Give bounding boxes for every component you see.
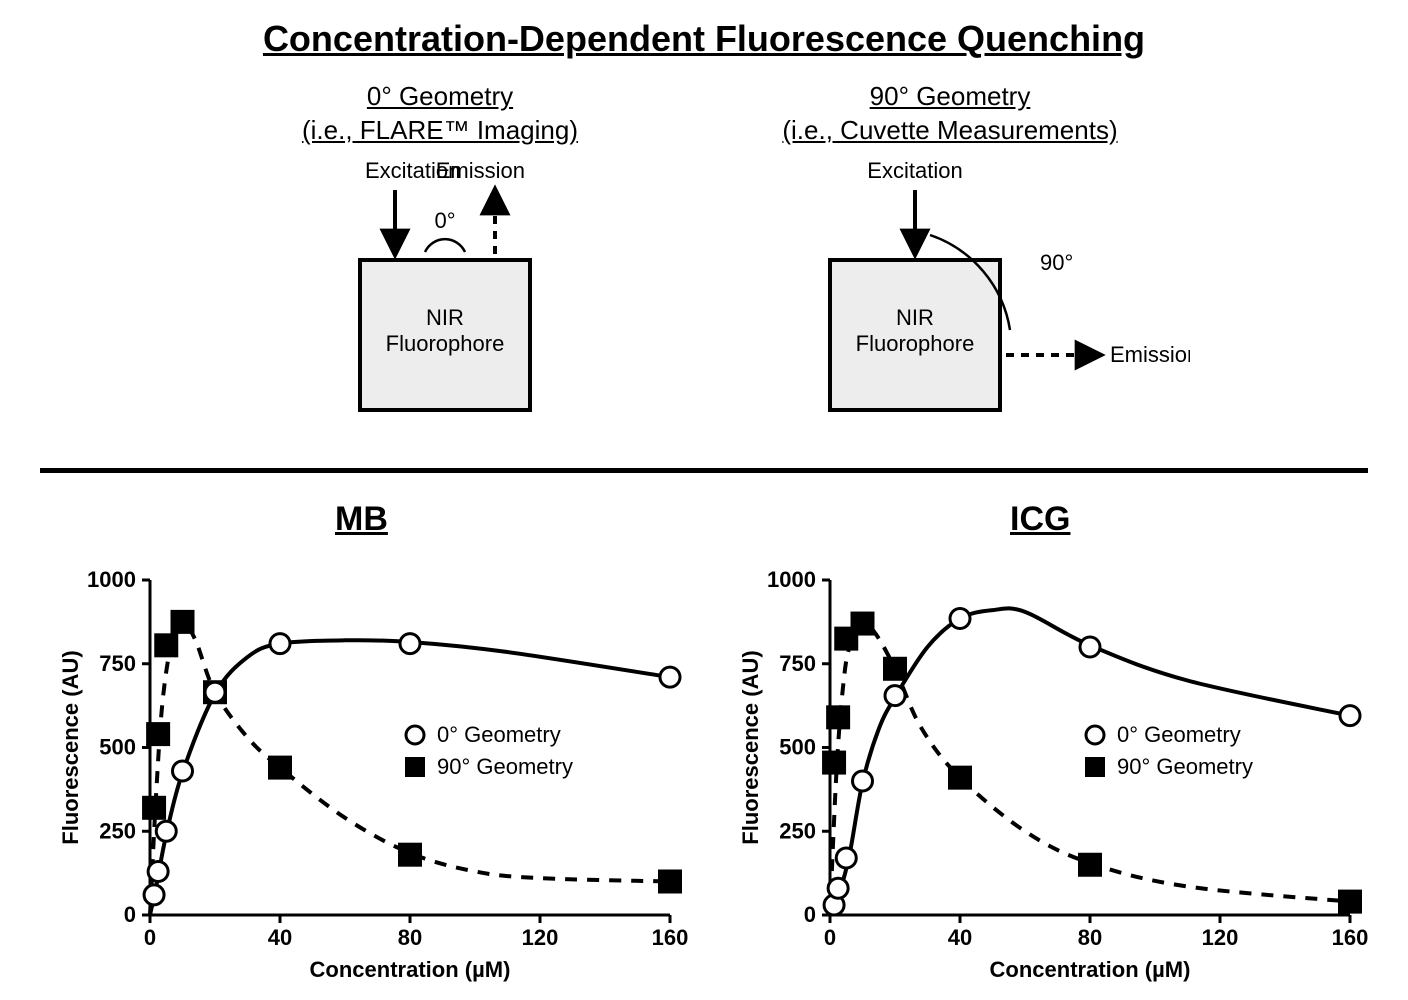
svg-text:750: 750 bbox=[99, 651, 136, 676]
chart-title-mb: MB bbox=[335, 500, 388, 539]
svg-text:Fluorescence (AU): Fluorescence (AU) bbox=[58, 650, 83, 844]
page-title: Concentration-Dependent Fluorescence Que… bbox=[0, 18, 1408, 60]
svg-text:1000: 1000 bbox=[87, 567, 136, 592]
diagram-90deg: NIRFluorophore Excitation Emission 90° bbox=[770, 150, 1190, 450]
subhead-90deg-line2: (i.e., Cuvette Measurements) bbox=[782, 115, 1117, 145]
svg-text:160: 160 bbox=[652, 925, 689, 950]
svg-text:750: 750 bbox=[779, 651, 816, 676]
svg-text:NIR: NIR bbox=[896, 305, 934, 330]
svg-text:80: 80 bbox=[398, 925, 422, 950]
svg-text:500: 500 bbox=[99, 735, 136, 760]
svg-text:0: 0 bbox=[144, 925, 156, 950]
svg-text:Emission: Emission bbox=[1110, 342, 1190, 367]
svg-text:90°: 90° bbox=[1040, 250, 1073, 275]
svg-text:120: 120 bbox=[1202, 925, 1239, 950]
chart-title-icg: ICG bbox=[1010, 500, 1070, 539]
svg-text:Concentration (µM): Concentration (µM) bbox=[990, 957, 1191, 982]
subhead-0deg-line1: 0° Geometry bbox=[367, 81, 513, 111]
svg-text:Fluorophore: Fluorophore bbox=[386, 331, 505, 356]
svg-text:0: 0 bbox=[124, 902, 136, 927]
svg-text:90° Geometry: 90° Geometry bbox=[1117, 754, 1253, 779]
subhead-0deg-line2: (i.e., FLARE™ Imaging) bbox=[302, 115, 578, 145]
svg-text:Excitation: Excitation bbox=[867, 158, 962, 183]
svg-text:250: 250 bbox=[779, 818, 816, 843]
svg-text:Concentration (µM): Concentration (µM) bbox=[310, 957, 511, 982]
subhead-0deg: 0° Geometry (i.e., FLARE™ Imaging) bbox=[260, 80, 620, 148]
svg-text:0°: 0° bbox=[434, 208, 455, 233]
svg-text:80: 80 bbox=[1078, 925, 1102, 950]
svg-text:NIR: NIR bbox=[426, 305, 464, 330]
svg-text:1000: 1000 bbox=[767, 567, 816, 592]
svg-text:0: 0 bbox=[824, 925, 836, 950]
subhead-90deg: 90° Geometry (i.e., Cuvette Measurements… bbox=[740, 80, 1160, 148]
chart-mb: 0 250 500 750 1000 0 40 80 120 160 Concentration (… bbox=[40, 560, 700, 990]
svg-text:0° Geometry: 0° Geometry bbox=[1117, 722, 1241, 747]
svg-text:250: 250 bbox=[99, 818, 136, 843]
svg-text:90° Geometry: 90° Geometry bbox=[437, 754, 573, 779]
svg-text:Fluorophore: Fluorophore bbox=[856, 331, 975, 356]
svg-text:40: 40 bbox=[268, 925, 292, 950]
svg-text:Fluorescence (AU): Fluorescence (AU) bbox=[738, 650, 763, 844]
subhead-90deg-line1: 90° Geometry bbox=[870, 81, 1031, 111]
chart-icg: 0 250 500 750 1000 0 40 80 120 160 Concentration (… bbox=[720, 560, 1380, 990]
svg-text:120: 120 bbox=[522, 925, 559, 950]
diagram-0deg: NIRFluorophoreExcitationEmission0° bbox=[260, 150, 620, 450]
svg-text:0: 0 bbox=[804, 902, 816, 927]
svg-text:0° Geometry: 0° Geometry bbox=[437, 722, 561, 747]
svg-text:40: 40 bbox=[948, 925, 972, 950]
svg-text:500: 500 bbox=[779, 735, 816, 760]
svg-text:160: 160 bbox=[1332, 925, 1369, 950]
svg-text:Emission: Emission bbox=[436, 158, 525, 183]
section-divider bbox=[40, 468, 1368, 473]
